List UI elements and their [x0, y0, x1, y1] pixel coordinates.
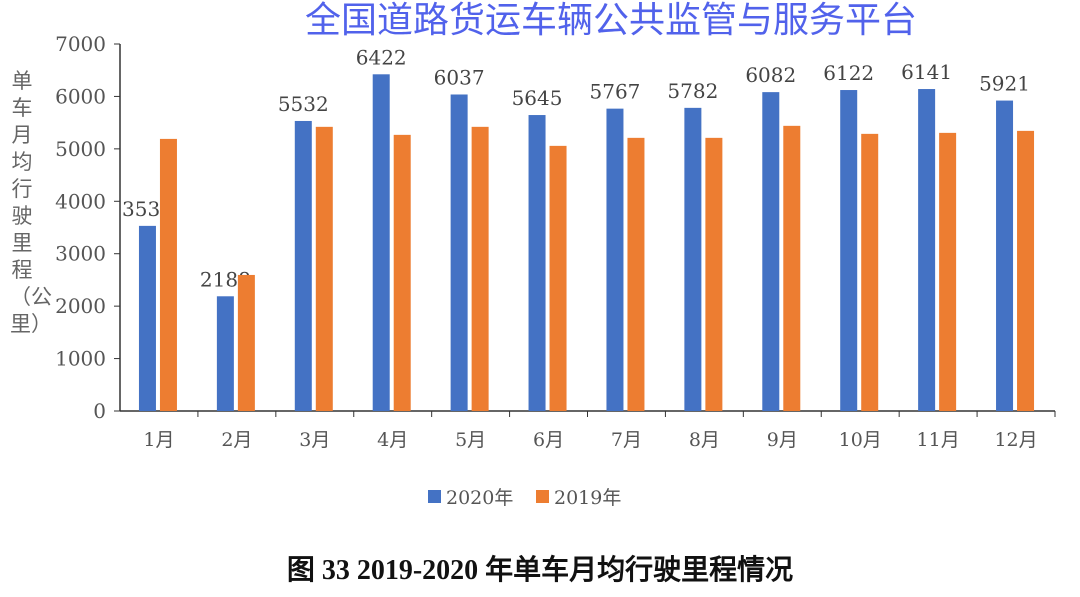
bar-2020年 [216, 296, 234, 411]
bar-2020年 [294, 120, 312, 411]
bar-2019年 [861, 133, 879, 412]
data-label: 6422 [356, 45, 407, 69]
bar-2020年 [606, 108, 624, 411]
y-tick-label: 5000 [55, 137, 106, 161]
x-tick-label: 4月 [377, 429, 408, 451]
bar-2019年 [705, 137, 723, 411]
legend-swatch [428, 490, 441, 503]
bar-2020年 [684, 107, 702, 411]
x-tick-label: 3月 [299, 429, 330, 451]
data-label: 5645 [512, 86, 563, 110]
x-tick-label: 5月 [455, 429, 486, 451]
bar-2019年 [549, 145, 567, 411]
watermark: 全国道路货运车辆公共监管与服务平台 [305, 0, 918, 41]
x-tick-label: 1月 [143, 429, 174, 451]
bar-2019年 [783, 125, 801, 411]
data-label: 6122 [823, 61, 874, 85]
y-tick-label: 0 [93, 399, 106, 423]
data-label: 5767 [590, 80, 641, 104]
bar-2019年 [393, 134, 411, 412]
bar-2019年 [627, 137, 645, 411]
bar-2020年 [996, 100, 1014, 411]
data-label: 6037 [434, 65, 485, 89]
bar-2020年 [138, 225, 156, 411]
x-tick-label: 12月 [994, 429, 1037, 451]
x-tick-label: 11月 [917, 429, 960, 451]
y-axis-label: 单车月均行驶里程（公里） [10, 69, 52, 336]
bar-2019年 [1017, 130, 1035, 411]
bar-2019年 [159, 138, 177, 411]
bar-2019年 [315, 126, 333, 411]
y-tick-label: 1000 [55, 347, 106, 371]
x-tick-label: 9月 [767, 429, 798, 451]
x-tick-label: 6月 [533, 429, 564, 451]
bar-2019年 [471, 126, 489, 411]
bar-2020年 [528, 115, 546, 411]
x-tick-label: 2月 [221, 429, 252, 451]
data-label: 6141 [901, 60, 952, 84]
bar-2020年 [450, 94, 468, 412]
data-label: 5532 [278, 92, 329, 116]
data-label: 5921 [979, 72, 1030, 96]
chart-title: 图 33 2019-2020 年单车月均行驶里程情况 [286, 555, 794, 586]
data-label: 5782 [667, 79, 718, 103]
y-tick-label: 3000 [55, 242, 106, 266]
y-tick-label: 6000 [55, 84, 106, 108]
y-tick-label: 2000 [55, 294, 106, 318]
legend-label: 2019年 [554, 487, 621, 509]
x-tick-label: 7月 [611, 429, 642, 451]
legend-label: 2020年 [446, 487, 513, 509]
y-tick-label: 4000 [55, 189, 106, 213]
x-tick-label: 10月 [839, 429, 882, 451]
bar-2020年 [840, 90, 858, 411]
bar-2020年 [762, 92, 780, 411]
y-tick-label: 7000 [55, 32, 106, 56]
bar-2020年 [372, 74, 390, 411]
bar-2019年 [939, 132, 957, 411]
bar-2019年 [237, 274, 255, 411]
x-tick-label: 8月 [689, 429, 720, 451]
data-label: 6082 [745, 63, 796, 87]
bar-2020年 [918, 89, 936, 412]
legend-swatch [536, 490, 549, 503]
